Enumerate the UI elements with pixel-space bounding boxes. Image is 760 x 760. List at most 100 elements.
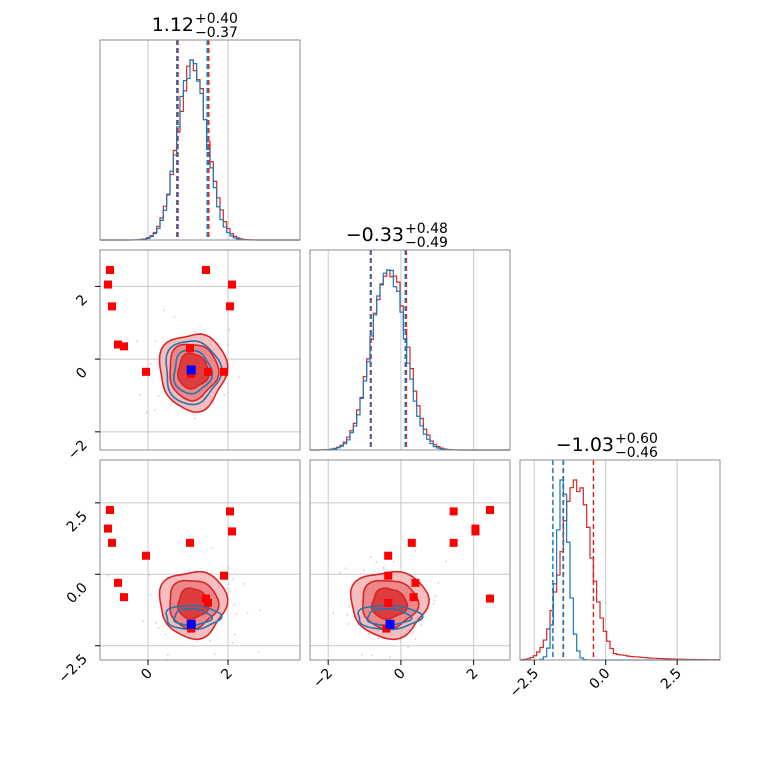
truth-marker-red [226,302,234,311]
x-tick-label: 0 [391,666,409,684]
sample-point [414,638,417,641]
truth-marker-red [486,594,494,603]
sample-point [169,404,172,407]
sample-point [375,560,378,563]
sample-point [157,627,160,630]
sample-point [209,640,212,643]
truth-marker-red [104,280,112,289]
sample-point [149,593,152,596]
sample-point [193,330,196,333]
panel-frame [99,39,301,241]
sample-point [376,637,379,640]
param-title-value: −0.33 [346,224,404,246]
sample-point [433,599,436,602]
sample-point [213,652,216,655]
sample-point [145,411,148,414]
panel-frame [519,459,721,661]
sample-point [227,343,230,346]
param-title-minus: −0.49 [405,235,448,251]
truth-marker-red [486,506,494,514]
contour-blue [165,340,223,406]
sample-point [173,316,176,319]
sample-point [107,574,110,577]
sample-point [233,633,236,636]
y-tick-label: −2 [65,437,91,463]
sample-point [138,393,141,396]
sample-point [432,602,435,605]
sample-point [392,560,395,563]
truth-marker-red [108,538,116,547]
density-panel [104,506,262,660]
sample-point [232,578,235,581]
sample-point [153,409,156,412]
y-tick-label: 0 [73,365,91,383]
truth-marker-red [220,367,228,376]
panel-frame [99,249,301,451]
sample-point [347,622,350,625]
sample-point [419,624,422,627]
sample-point [227,566,230,569]
truth-marker-red [108,302,116,311]
truth-marker-red [114,340,122,349]
sample-point [237,376,240,379]
sample-point [154,621,157,624]
contour-blue [172,608,214,627]
density-panel [332,506,494,687]
truth-marker-red [202,266,210,274]
truth-marker-red [226,507,234,516]
x-tick-label: −2 [310,666,336,692]
truth-marker-red [449,507,458,516]
param-title-value: 1.12 [152,14,194,36]
y-tick-label: 0.0 [64,580,91,607]
truth-marker-blue [385,619,395,629]
contour-blue [172,349,214,395]
truth-marker-red [384,571,393,580]
sample-point [136,340,139,343]
truth-marker-red [142,551,150,560]
truth-marker-red [228,280,236,289]
y-tick-label: 2.5 [64,508,91,535]
sample-point [231,641,234,644]
truth-marker-red [120,593,128,602]
sample-point [382,567,385,570]
truth-marker-red [202,594,210,603]
sample-point [388,656,391,659]
x-tick-label: −2.5 [507,666,542,701]
truth-marker-red [106,266,114,274]
panel-frame [309,249,511,451]
density-panel [104,266,240,420]
sample-point [163,309,166,312]
x-tick-label: 2.5 [658,666,685,693]
sample-point [149,362,152,365]
sample-point [434,595,437,598]
sample-point [193,417,196,420]
corner-panels: 0 2 −2 0 2 −2.5 0.0 2.5 −2 0 2 −2.5 0.0 2.5 [55,39,721,701]
truth-marker-red [186,538,194,547]
sample-point [233,603,236,606]
sample-point [242,582,245,585]
sample-point [359,685,361,687]
sample-point [142,620,145,623]
truth-marker-red [471,527,480,536]
truth-marker-red [384,598,393,607]
truth-marker-red [106,506,114,514]
sample-point [377,666,379,668]
truth-marker-red [220,571,228,580]
contour-red-filled [177,587,210,621]
sample-point [339,571,342,574]
sample-point [259,609,262,612]
param-title-minus: −0.46 [615,445,658,461]
truth-marker-red [407,538,416,547]
sample-point [361,653,364,656]
sample-point [370,654,373,657]
sample-point [164,633,167,636]
contour-blue [165,604,223,631]
truth-marker-red [204,367,212,376]
sample-point [258,650,261,653]
y-tick-label: 2 [73,292,91,310]
truth-marker-red [228,527,236,536]
sample-point [437,582,440,585]
sample-point [369,556,372,559]
sample-point [154,339,157,342]
sample-point [166,653,169,656]
